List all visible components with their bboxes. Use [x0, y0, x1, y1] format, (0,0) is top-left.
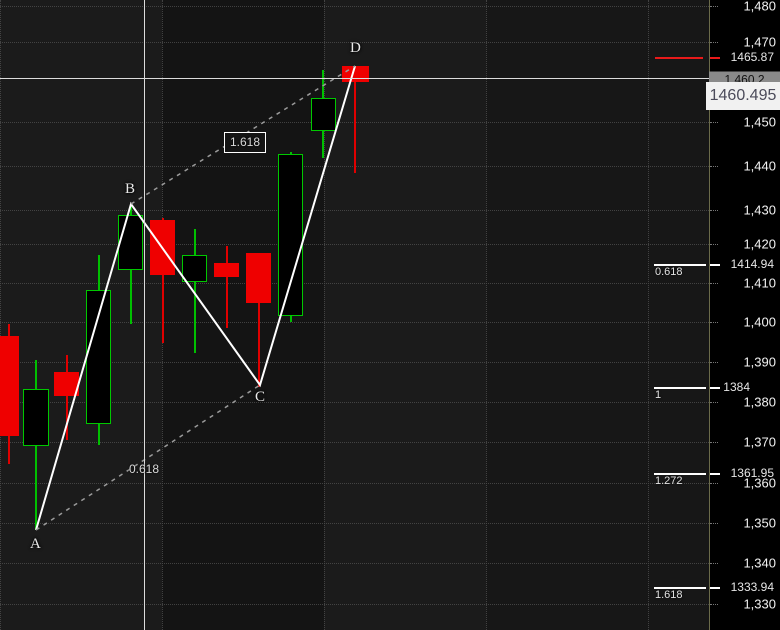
axis-tick	[710, 6, 718, 7]
axis-tick	[710, 166, 718, 167]
axis-tick	[710, 122, 718, 123]
fib-price-label: 1384	[723, 380, 750, 394]
pattern-point-d: D	[350, 40, 362, 56]
price-axis-label: 1,340	[743, 555, 776, 571]
fib-level-label: 1	[655, 389, 662, 401]
ratio-label-0618: 0.618	[129, 462, 160, 476]
price-axis-label: 1,440	[743, 158, 776, 174]
candle-body	[278, 154, 303, 316]
candle-body	[0, 336, 19, 436]
fib-level-line	[654, 264, 706, 266]
axis-tick	[710, 604, 718, 605]
gridline-horizontal	[0, 322, 709, 323]
harmonic-pattern-overlay	[35, 65, 356, 531]
gridline-horizontal	[0, 283, 709, 284]
gridline-horizontal	[0, 442, 709, 443]
axis-tick	[710, 442, 718, 443]
fib-level-label: 1.272	[655, 475, 683, 487]
price-axis-label: 1,360	[743, 475, 776, 491]
price-axis-label: 1,380	[743, 394, 776, 410]
pattern-point-a: A	[30, 536, 42, 552]
axis-tick	[710, 563, 718, 564]
fib-level-line	[654, 473, 706, 475]
price-axis-label: 1,350	[743, 515, 776, 531]
axis-tick	[710, 322, 718, 323]
price-axis-label: 1,470	[743, 34, 776, 50]
session-band-right	[486, 0, 709, 630]
gridline-vertical	[0, 0, 1, 630]
ratio-label-1618: 1.618	[224, 132, 267, 153]
fib-level-line	[654, 387, 706, 389]
gridline-vertical	[648, 0, 649, 630]
price-axis-label: 1,390	[743, 354, 776, 370]
pattern-leg-lines	[35, 65, 356, 531]
price-marker-fib-0618	[710, 264, 720, 266]
fib-price-label: 1465.87	[730, 50, 774, 64]
gridline-horizontal	[0, 42, 709, 43]
price-axis-label: 1,400	[743, 314, 776, 330]
gridline-horizontal	[0, 523, 709, 524]
price-axis-label: 1,410	[743, 275, 776, 291]
axis-tick	[710, 483, 718, 484]
gridline-vertical	[324, 0, 325, 630]
price-axis-label: 1,450	[743, 114, 776, 130]
fib-price-label: 1361.95	[730, 466, 774, 480]
price-axis-label: 1,370	[743, 434, 776, 450]
axis-tick	[710, 210, 718, 211]
candle-body	[23, 389, 49, 446]
gridline-horizontal	[0, 6, 709, 7]
price-marker-fib-1272	[710, 473, 720, 475]
crosshair-vertical	[144, 0, 145, 630]
candle-wick	[226, 246, 228, 328]
pattern-guide-ac	[35, 384, 261, 531]
axis-tick	[710, 402, 718, 403]
candle-wick	[162, 218, 164, 343]
pattern-point-c: C	[255, 389, 266, 405]
price-axis-label: 1,430	[743, 202, 776, 218]
fib-level-line	[654, 587, 706, 589]
pattern-point-b: B	[125, 181, 136, 197]
axis-tick	[710, 42, 718, 43]
price-marker-fib-1	[710, 387, 720, 389]
candle-body	[246, 253, 271, 303]
candle-wick	[354, 66, 356, 173]
candle-wick	[194, 229, 196, 353]
price-marker-current	[710, 57, 720, 59]
fib-price-label: 1414.94	[730, 257, 774, 271]
candle-body	[182, 255, 207, 282]
crosshair-price-tooltip: 1460.495	[706, 82, 780, 110]
pattern-guide-bd	[130, 65, 356, 205]
gridline-horizontal	[0, 483, 709, 484]
candle-body	[214, 263, 239, 277]
crosshair-horizontal	[0, 78, 709, 79]
gridline-horizontal	[0, 563, 709, 564]
gridline-horizontal	[0, 244, 709, 245]
current-price-line	[655, 57, 703, 59]
price-axis-label: 1,480	[743, 0, 776, 14]
gridline-horizontal	[0, 402, 709, 403]
axis-tick	[710, 523, 718, 524]
chart-plot-area[interactable]: 0.618 1 1.272 1.618 A B C D 0.618 1.618	[0, 0, 709, 630]
gridline-vertical	[486, 0, 487, 630]
axis-tick	[710, 283, 718, 284]
gridline-horizontal	[0, 210, 709, 211]
axis-tick	[710, 362, 718, 363]
fib-level-label: 0.618	[655, 266, 683, 278]
price-axis-label: 1,330	[743, 596, 776, 612]
fib-level-label: 1.618	[655, 589, 683, 601]
axis-tick	[710, 244, 718, 245]
gridline-horizontal	[0, 362, 709, 363]
candle-wick	[258, 253, 260, 387]
price-axis-label: 1,420	[743, 236, 776, 252]
price-marker-fib-1618	[710, 587, 720, 589]
fib-price-label: 1333.94	[730, 580, 774, 594]
price-scale-axis[interactable]: 1,480 1,470 1,450 1,440 1,430 1,420 1,41…	[706, 0, 780, 630]
candle-wick	[66, 355, 68, 440]
candle-body	[311, 98, 336, 131]
gridline-horizontal	[0, 604, 709, 605]
candle-body	[118, 215, 143, 270]
